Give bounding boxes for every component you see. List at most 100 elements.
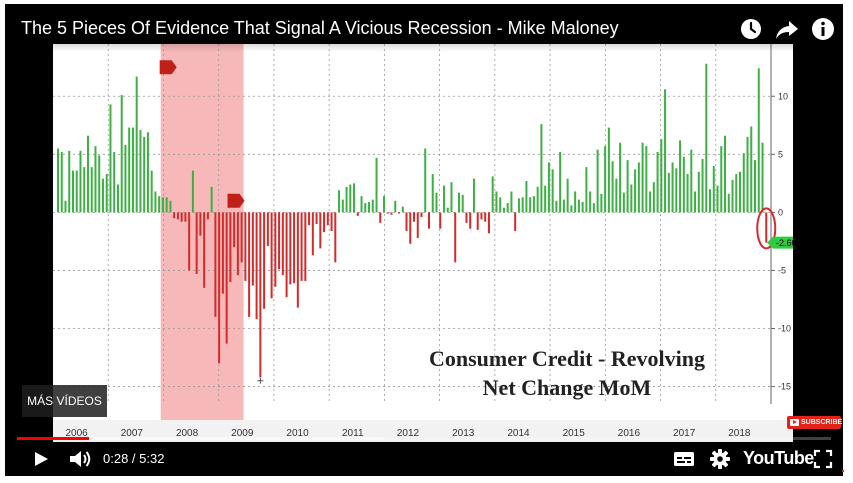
bar <box>424 148 427 213</box>
y-tick-label: 0 <box>778 207 783 217</box>
bar <box>510 191 513 213</box>
bar <box>645 146 648 213</box>
bar <box>667 172 670 213</box>
bar <box>278 212 281 270</box>
video-player[interactable]: 151050-5-10-15 2006200720082009201020112… <box>5 4 843 476</box>
bar <box>525 181 528 213</box>
bar <box>124 145 127 213</box>
bar <box>630 184 633 213</box>
bar <box>349 184 352 213</box>
bar <box>720 146 723 213</box>
bar <box>574 191 577 213</box>
x-tick-label: 2017 <box>673 428 696 439</box>
bar <box>499 197 502 213</box>
bar <box>251 212 254 286</box>
bar <box>675 168 678 213</box>
bar <box>398 212 401 214</box>
bar <box>427 212 430 229</box>
bar <box>727 193 730 213</box>
title-bar: The 5 Pieces Of Evidence That Signal A V… <box>5 4 843 52</box>
bar <box>128 127 131 213</box>
bar <box>566 178 569 213</box>
crosshair-marker <box>257 377 264 384</box>
bar <box>431 174 434 213</box>
progress-bar[interactable] <box>17 437 831 440</box>
video-title[interactable]: The 5 Pieces Of Evidence That Signal A V… <box>21 18 619 38</box>
consumer-credit-chart: 151050-5-10-15 2006200720082009201020112… <box>53 44 793 444</box>
bar <box>274 212 277 287</box>
progress-played <box>17 437 89 440</box>
bar <box>214 212 217 317</box>
corner-marker <box>842 470 844 472</box>
clock-icon[interactable] <box>738 16 764 42</box>
bar <box>259 212 262 378</box>
bar <box>98 155 101 213</box>
more-videos-button[interactable]: MÁS VÍDEOS <box>22 385 107 417</box>
bar <box>240 212 243 263</box>
play-icon[interactable] <box>31 447 51 471</box>
bar <box>709 189 712 213</box>
bar <box>311 212 314 256</box>
y-tick-label: -15 <box>778 382 791 392</box>
bar <box>150 170 153 213</box>
bar <box>195 212 198 274</box>
bar <box>409 212 412 244</box>
bar <box>169 200 172 213</box>
bar <box>289 212 292 285</box>
bar <box>491 176 494 213</box>
subscribe-badge[interactable]: SUBSCRIBE <box>787 416 842 429</box>
bar <box>604 146 607 213</box>
bar <box>450 182 453 213</box>
bar <box>532 196 535 213</box>
bar <box>75 170 78 213</box>
bar <box>487 212 490 234</box>
time-separator: / <box>128 451 140 466</box>
bar <box>383 196 386 213</box>
bar <box>521 197 524 213</box>
bar <box>83 167 86 213</box>
bar <box>701 158 704 213</box>
volume-icon[interactable] <box>67 447 93 471</box>
bar <box>360 196 363 213</box>
bar <box>600 193 603 213</box>
x-tick-label: 2011 <box>342 428 364 439</box>
bar <box>101 178 104 213</box>
bar <box>547 162 550 213</box>
bar <box>184 212 187 222</box>
bar <box>502 207 505 213</box>
y-tick-label: 10 <box>778 91 788 101</box>
youtube-logo[interactable]: YouTube <box>743 448 814 468</box>
bar <box>90 167 93 213</box>
bar <box>131 127 134 213</box>
bar <box>514 212 517 231</box>
bar <box>315 212 318 224</box>
bar <box>746 136 749 213</box>
x-tick-label: 2008 <box>176 428 199 439</box>
bar <box>221 212 224 294</box>
bar <box>611 161 614 213</box>
fullscreen-icon[interactable] <box>813 447 833 471</box>
bar <box>724 135 727 213</box>
bar <box>517 198 520 213</box>
gear-icon[interactable] <box>709 447 731 471</box>
info-icon[interactable] <box>810 16 836 42</box>
bar <box>334 212 337 263</box>
subtitles-icon[interactable] <box>673 447 695 471</box>
bar <box>225 212 228 344</box>
bar <box>457 192 460 213</box>
bar <box>94 146 97 213</box>
bar <box>154 191 157 213</box>
bar <box>435 192 438 213</box>
share-icon[interactable] <box>774 16 800 42</box>
bar <box>308 212 311 226</box>
bar <box>420 212 423 218</box>
bar <box>323 212 326 233</box>
bar <box>368 201 371 213</box>
recession-end-flag <box>227 193 245 208</box>
bar <box>679 140 682 213</box>
video-frame[interactable]: 151050-5-10-15 2006200720082009201020112… <box>53 44 793 444</box>
bar <box>356 212 359 216</box>
bar <box>536 186 539 213</box>
bar <box>686 174 689 213</box>
bar <box>229 212 232 283</box>
